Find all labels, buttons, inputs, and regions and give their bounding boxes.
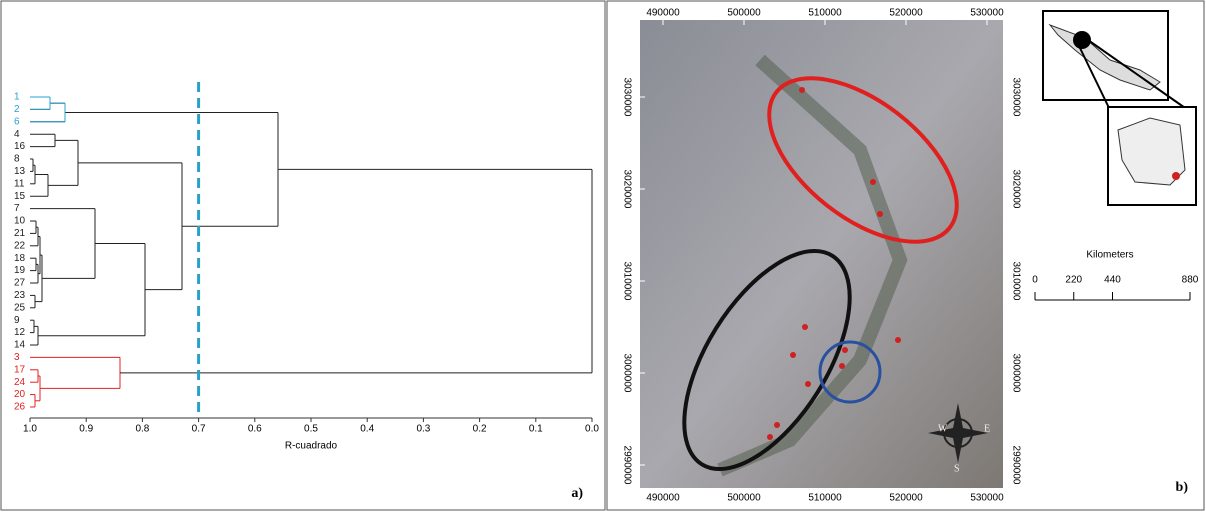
compass-w: W (938, 423, 948, 434)
map-y-label: 3000000 (621, 354, 632, 393)
compass-s: S (954, 463, 960, 474)
leaf-label: 6 (14, 116, 20, 127)
map-x-label: 500000 (727, 8, 761, 19)
x-tick-label: 0.2 (473, 424, 487, 435)
map-y-label: 2990000 (1010, 446, 1021, 485)
map-x-label: 510000 (808, 8, 842, 19)
leaf-label: 11 (14, 178, 25, 189)
map-y-label: 3010000 (621, 262, 632, 301)
leaf-label: 10 (14, 216, 26, 227)
map-y-label: 3030000 (621, 78, 632, 117)
x-tick-label: 1.0 (23, 424, 37, 435)
leaf-label: 7 (14, 203, 20, 214)
leaf-label: 2 (14, 104, 20, 115)
map-x-label: 530000 (970, 8, 1004, 19)
map-x-label: 530000 (970, 493, 1004, 504)
x-tick-label: 0.6 (248, 424, 262, 435)
map-y-label: 3030000 (1010, 78, 1021, 117)
leaf-label: 23 (14, 290, 26, 301)
leaf-label: 27 (14, 278, 26, 289)
map-x-label: 510000 (808, 493, 842, 504)
study-area (1172, 172, 1180, 180)
leaf-label: 24 (14, 377, 26, 388)
map-y-label: 3020000 (1010, 170, 1021, 209)
leaf-label: 25 (14, 302, 26, 313)
leaf-label: 21 (14, 228, 26, 239)
map-x-label: 500000 (727, 493, 761, 504)
map-y-label: 2990000 (621, 446, 632, 485)
x-tick-label: 0.5 (304, 424, 318, 435)
leaf-label: 1 (14, 92, 20, 103)
axis-label: R-cuadrado (285, 441, 338, 452)
leaf-label: 4 (14, 129, 20, 140)
leaf-label: 8 (14, 154, 20, 165)
map-x-label: 520000 (889, 493, 923, 504)
map-x-label: 490000 (646, 8, 680, 19)
leaf-label: 26 (14, 402, 26, 413)
compass-e: E (984, 423, 990, 434)
leaf-label: 12 (14, 327, 26, 338)
map-x-label: 490000 (646, 493, 680, 504)
leaf-label: 18 (14, 253, 26, 264)
x-tick-label: 0.0 (585, 424, 599, 435)
x-tick-label: 0.3 (416, 424, 430, 435)
scale-label: 440 (1104, 275, 1121, 286)
leaf-label: 3 (14, 352, 20, 363)
x-tick-label: 0.7 (192, 424, 206, 435)
x-tick-label: 0.1 (529, 424, 543, 435)
leaf-label: 19 (14, 265, 26, 276)
leaf-label: 17 (14, 364, 26, 375)
scale-label: 0 (1032, 275, 1038, 286)
leaf-label: 14 (14, 340, 26, 351)
map-y-label: 3000000 (1010, 354, 1021, 393)
scale-title: Kilometers (1086, 250, 1133, 261)
map-y-label: 3020000 (621, 170, 632, 209)
x-tick-label: 0.4 (360, 424, 374, 435)
leaf-label: 20 (14, 389, 26, 400)
satellite-image (640, 20, 1003, 488)
leaf-label: 15 (14, 191, 26, 202)
map-y-label: 3010000 (1010, 262, 1021, 301)
panel-label: a) (571, 486, 583, 501)
x-tick-label: 0.9 (79, 424, 93, 435)
leaf-label: 13 (14, 166, 26, 177)
map-x-label: 520000 (889, 8, 923, 19)
leaf-label: 16 (14, 141, 26, 152)
figure: a) R-cuadrado W E S Kilometers b) 1.0 0.9… (0, 0, 1206, 512)
leaf-label: 9 (14, 315, 20, 326)
leaf-label: 22 (14, 240, 26, 251)
panel-label: b) (1176, 480, 1189, 495)
scale-label: 880 (1182, 275, 1199, 286)
scale-label: 220 (1065, 275, 1082, 286)
x-tick-label: 0.8 (135, 424, 149, 435)
